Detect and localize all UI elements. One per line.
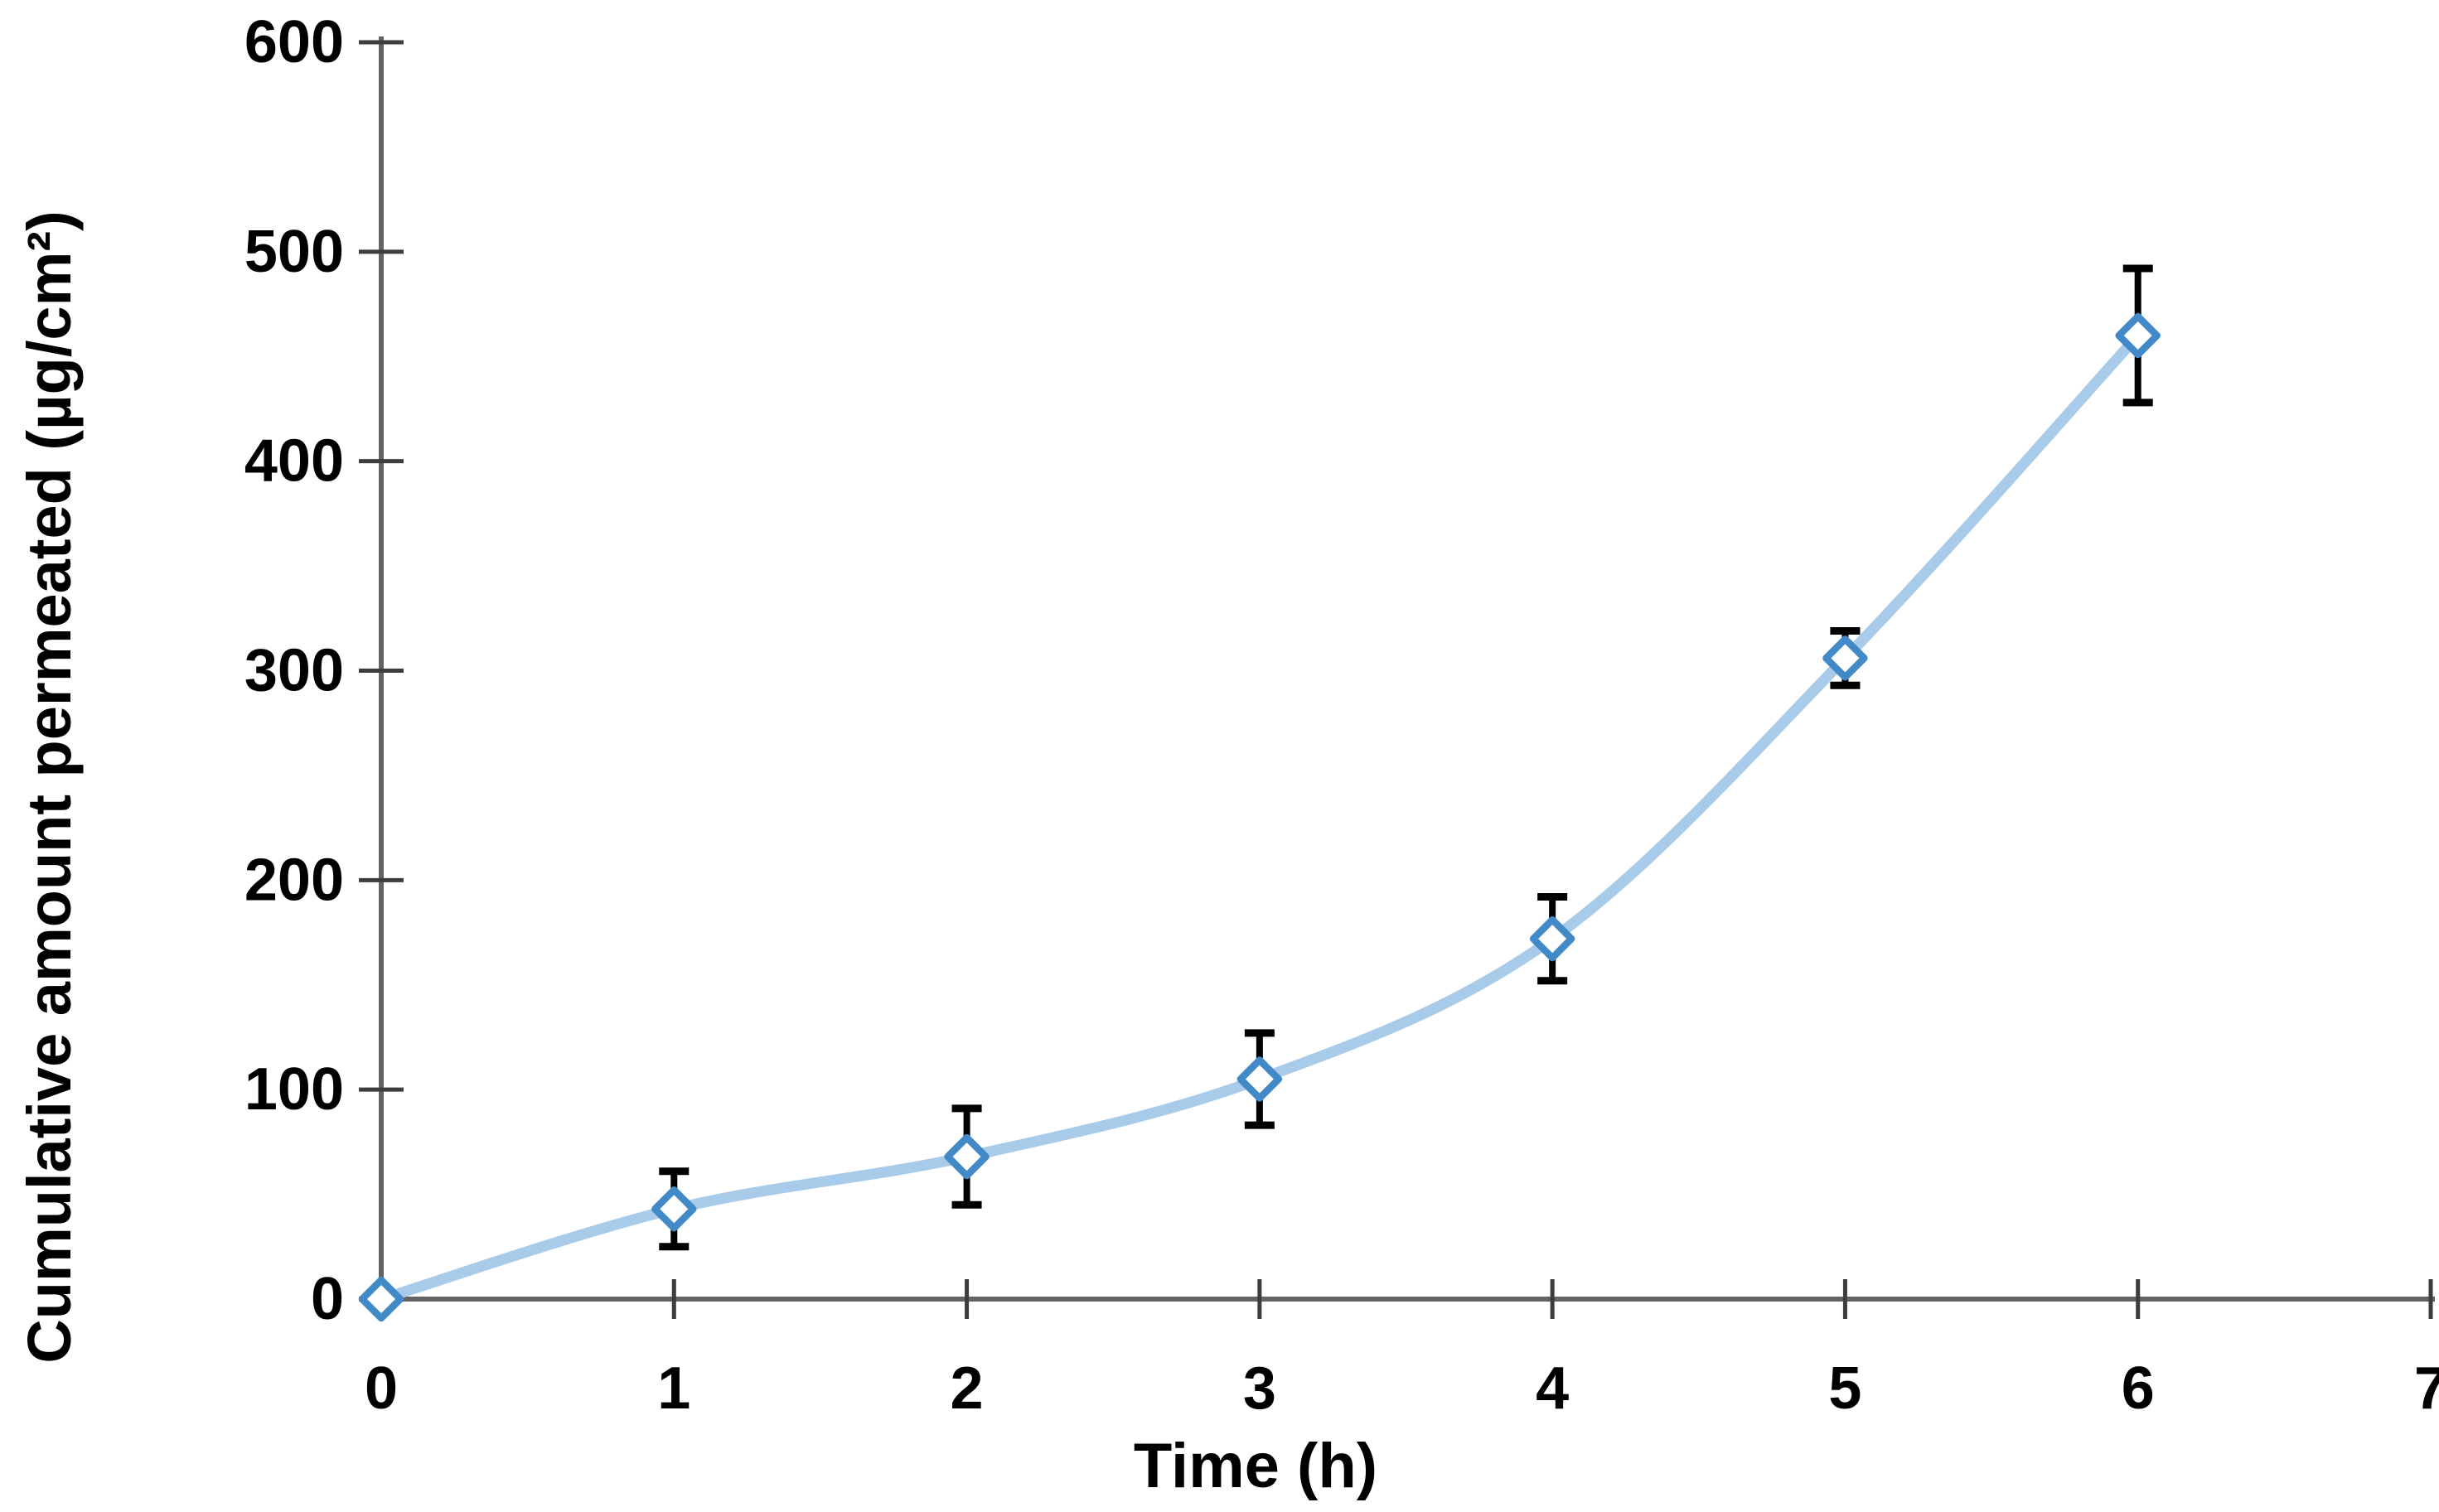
- x-tick-label: 4: [1536, 1355, 1569, 1422]
- x-tick-label: 7: [2414, 1355, 2439, 1422]
- x-tick-label: 3: [1243, 1355, 1276, 1422]
- y-tick-label: 500: [244, 219, 344, 285]
- data-point-marker: [1529, 915, 1575, 962]
- y-tick-label: 0: [311, 1266, 344, 1332]
- data-point-marker: [2115, 312, 2161, 359]
- data-point-marker: [651, 1186, 697, 1232]
- data-point-marker: [944, 1133, 990, 1180]
- y-tick-label: 400: [244, 428, 344, 495]
- x-axis-title: Time (h): [1134, 1431, 1377, 1501]
- data-point-marker: [358, 1276, 404, 1322]
- x-tick-label: 6: [2122, 1355, 2155, 1422]
- data-point-marker: [1236, 1056, 1283, 1102]
- x-tick-label: 2: [951, 1355, 984, 1422]
- y-tick-label: 100: [244, 1056, 344, 1123]
- y-tick-label: 200: [244, 847, 344, 913]
- y-axis-title: Cumulative amount permeated (µg/cm²): [15, 210, 84, 1363]
- y-tick-label: 300: [244, 638, 344, 704]
- y-tick-label: 600: [244, 9, 344, 75]
- x-tick-label: 1: [657, 1355, 690, 1422]
- data-point-marker: [1822, 635, 1868, 681]
- x-tick-label: 0: [365, 1355, 398, 1422]
- x-tick-label: 5: [1828, 1355, 1861, 1422]
- series-line: [375, 330, 2144, 1305]
